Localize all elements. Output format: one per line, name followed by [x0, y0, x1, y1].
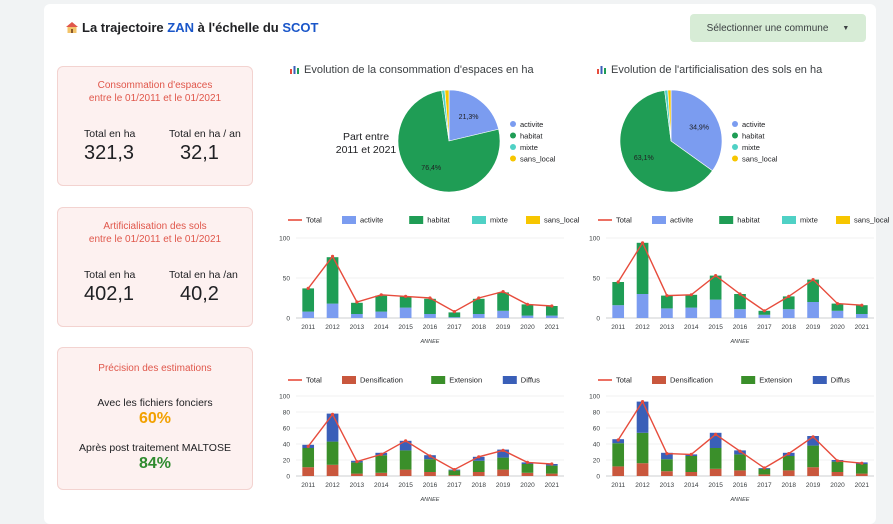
kpi-conso-an-label: Total en ha / an: [169, 128, 241, 140]
bar-chart-icon: [290, 66, 299, 74]
page-title: La trajectoire ZAN à l'échelle du SCOT: [66, 20, 318, 35]
pie-conso-annotation: Part entre 2011 et 2021: [320, 131, 412, 157]
pie-annotation-line2: 2011 et 2021: [335, 144, 397, 156]
kpi-conso-an-value: 32,1: [180, 142, 219, 164]
kpi-artif-an-value: 40,2: [180, 283, 219, 305]
pie-artif-title-text: Evolution de l'artificialisation des sol…: [611, 64, 823, 76]
caret-down-icon: ▼: [842, 24, 850, 32]
title-zan: ZAN: [167, 20, 194, 35]
kpi-conso-total-label: Total en ha: [84, 128, 136, 140]
kpi-precision-title: Précision des estimations: [98, 363, 212, 374]
kpi-artif-total-label: Total en ha: [84, 269, 136, 281]
precision-ff-value: 60%: [138, 410, 172, 427]
kpi-artif-an-label: Total en ha /an: [169, 269, 238, 281]
pie-artif-title: Evolution de l'artificialisation des sol…: [597, 64, 822, 76]
kpi-conso-title-1: Consommation d'espaces: [97, 80, 213, 91]
kpi-artif-title-2: entre le 01/2011 et le 01/2021: [88, 234, 222, 245]
kpi-precision: Précision des estimations Avec les fichi…: [57, 347, 253, 490]
precision-maltose-value: 84%: [138, 455, 172, 472]
kpi-conso-total-value: 321,3: [84, 142, 135, 164]
title-scot: SCOT: [282, 20, 319, 35]
pie-conso-title: Evolution de la consommation d'espaces e…: [290, 64, 534, 76]
kpi-artificialisation: Artificialisation des sols entre le 01/2…: [57, 207, 253, 327]
title-mid: à l'échelle du: [193, 20, 283, 35]
commune-select[interactable]: Sélectionner une commune ▼: [690, 14, 866, 42]
precision-maltose-label: Après post traitement MALTOSE: [79, 442, 231, 454]
bar-chart-icon: [597, 66, 606, 74]
kpi-consommation: Consommation d'espaces entre le 01/2011 …: [57, 66, 253, 186]
precision-ff-label: Avec les fichiers fonciers: [97, 397, 213, 409]
kpi-artif-total-value: 402,1: [84, 283, 135, 305]
pie-conso-title-text: Evolution de la consommation d'espaces e…: [304, 64, 534, 76]
kpi-conso-title-2: entre le 01/2011 et le 01/2021: [88, 93, 222, 104]
title-pre: La trajectoire: [82, 20, 168, 35]
commune-select-label: Sélectionner une commune: [706, 22, 829, 34]
pie-annotation-line1: Part entre: [342, 131, 390, 143]
kpi-artif-title-1: Artificialisation des sols: [103, 221, 207, 232]
house-icon: [66, 22, 78, 33]
